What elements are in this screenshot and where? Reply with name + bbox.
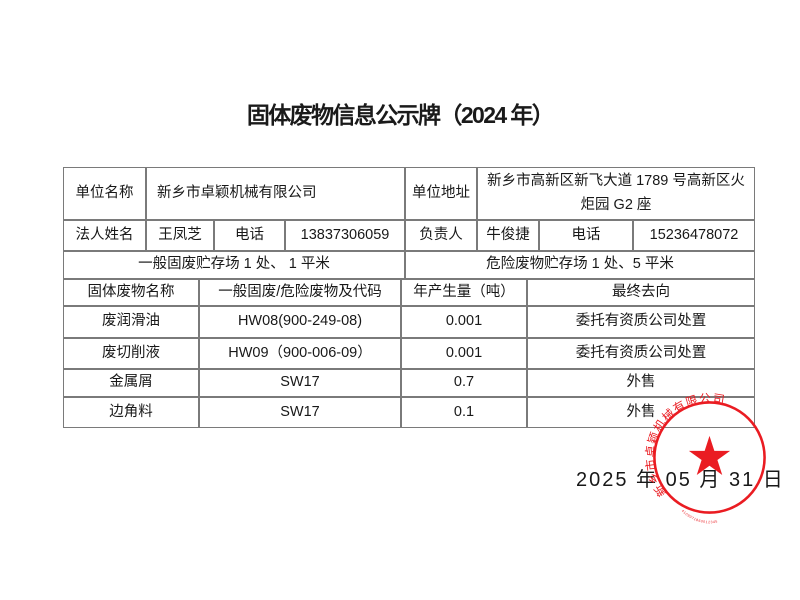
svg-text:新乡市卓颖机械有限公司: 新乡市卓颖机械有限公司 (643, 392, 726, 499)
